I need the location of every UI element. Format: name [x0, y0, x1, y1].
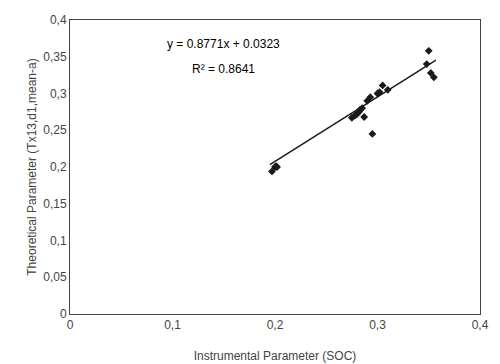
svg-text:0,2: 0,2 — [50, 160, 67, 174]
svg-text:Instrumental Parameter (SOC): Instrumental Parameter (SOC) — [194, 349, 357, 363]
svg-text:0,4: 0,4 — [50, 13, 67, 27]
svg-text:Theoretical Parameter (Tx13,d1: Theoretical Parameter (Tx13,d1,mean-a) — [25, 58, 39, 275]
svg-text:0,35: 0,35 — [43, 50, 67, 64]
svg-text:0,3: 0,3 — [369, 318, 386, 332]
svg-text:0: 0 — [67, 318, 74, 332]
svg-text:0,25: 0,25 — [43, 123, 67, 137]
svg-text:0,1: 0,1 — [50, 234, 67, 248]
svg-text:y = 0.8771x + 0.0323: y = 0.8771x + 0.0323 — [167, 37, 280, 51]
svg-text:0,4: 0,4 — [472, 318, 489, 332]
svg-text:0,15: 0,15 — [43, 197, 67, 211]
svg-text:R² = 0.8641: R² = 0.8641 — [192, 62, 255, 76]
svg-text:0: 0 — [60, 307, 67, 321]
svg-text:0,1: 0,1 — [164, 318, 181, 332]
svg-text:0,3: 0,3 — [50, 87, 67, 101]
svg-text:0,2: 0,2 — [267, 318, 284, 332]
svg-text:0,05: 0,05 — [43, 270, 67, 284]
